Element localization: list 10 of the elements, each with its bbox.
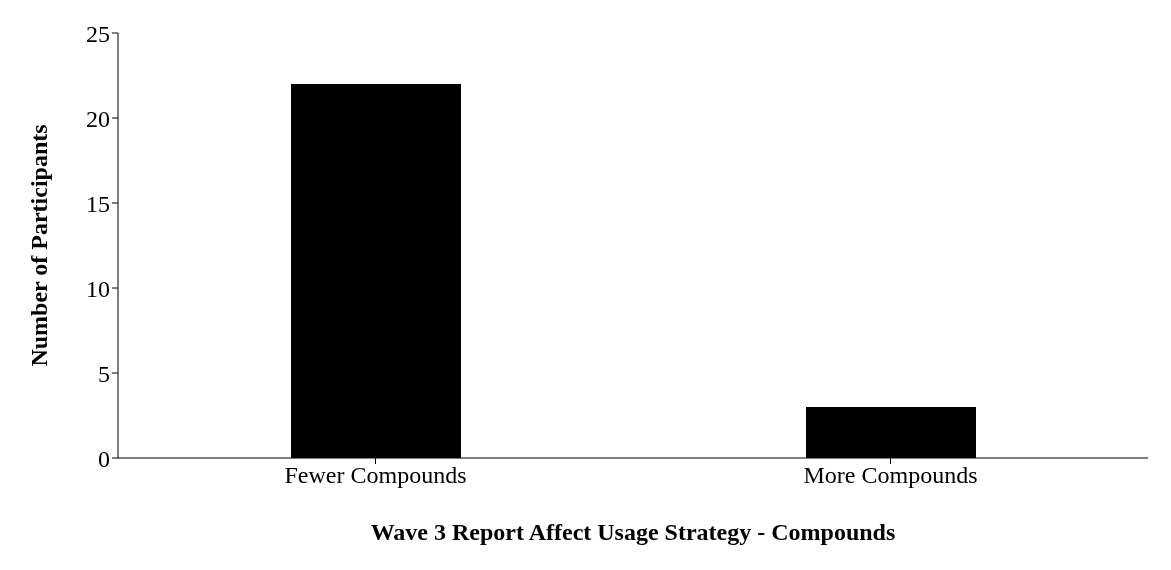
y-tick-label: 0 [98, 445, 110, 472]
x-tick-label: More Compounds [803, 462, 978, 489]
y-tick-label: 25 [86, 20, 110, 47]
y-tick-label: 15 [86, 190, 110, 217]
x-axis-title: Wave 3 Report Affect Usage Strategy - Compounds [370, 519, 896, 545]
x-tick-label: Fewer Compounds [284, 462, 467, 489]
y-tick-label: 10 [86, 275, 110, 302]
y-tick-label: 5 [98, 360, 110, 387]
y-tick-label: 20 [86, 105, 110, 132]
y-axis-title: Number of Participants [25, 124, 52, 367]
